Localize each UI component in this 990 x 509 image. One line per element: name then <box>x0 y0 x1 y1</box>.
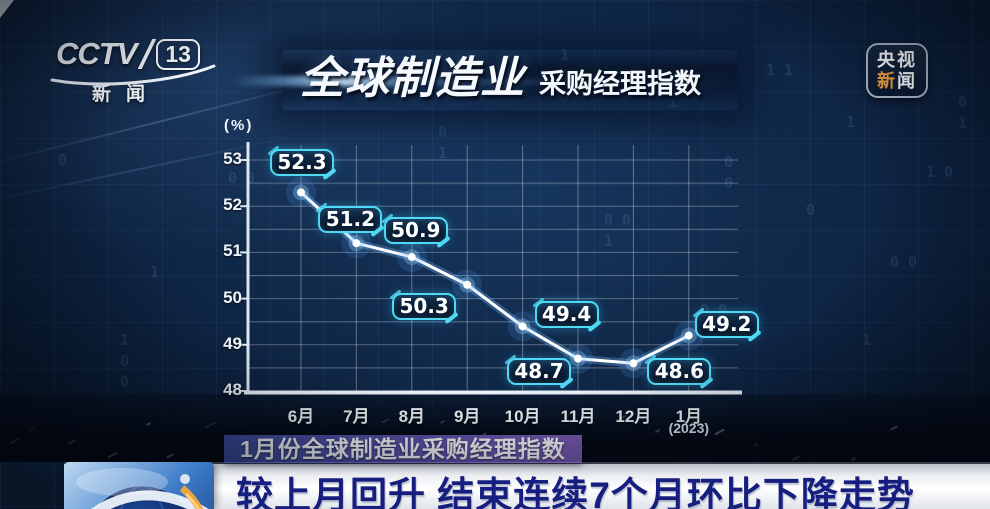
y-tick-label: 51 <box>223 241 242 261</box>
data-point-label: 48.7 <box>507 358 571 386</box>
x-tick-label: 6月 <box>287 407 315 426</box>
cctv13-logo: CCTV 13 新闻 <box>50 36 216 106</box>
data-point-label: 49.2 <box>694 311 759 339</box>
x-tick-label: 11月 <box>560 407 596 426</box>
y-tick-label: 49 <box>223 333 242 353</box>
globe-icon <box>64 462 214 509</box>
data-point-label: 50.9 <box>383 216 448 244</box>
ticker-bar: 较上月回升 结束连续7个月环比下降走势 <box>64 462 990 509</box>
y-tick-label: 50 <box>223 287 242 307</box>
y-tick-label: 48 <box>223 380 242 399</box>
y-tick-label: 52 <box>223 195 242 215</box>
y-axis-unit-label: (%) <box>224 117 254 134</box>
x-tick-label: 8月 <box>398 407 426 426</box>
x-tick-label: 7月 <box>343 407 370 426</box>
x-axis-year-note: (2023) <box>668 420 710 436</box>
data-point-label: 50.3 <box>392 293 457 321</box>
title-main: 全球制造业 <box>300 54 525 103</box>
data-point-label: 51.2 <box>318 205 383 233</box>
badge-line1: 央视 <box>877 49 917 70</box>
x-tick-label: 9月 <box>453 407 481 426</box>
title-sub: 采购经理指数 <box>539 69 701 99</box>
data-point-label: 48.6 <box>647 357 712 385</box>
ticker-headline: 较上月回升 结束连续7个月环比下降走势 <box>236 475 915 509</box>
y-tick-label: 53 <box>223 149 242 168</box>
corner-flag <box>0 0 14 18</box>
caption-text: 1月份全球制造业采购经理指数 <box>240 436 566 462</box>
cctv-news-badge: 央视 新闻 <box>866 43 928 98</box>
caption-bar: 1月份全球制造业采购经理指数 <box>224 435 582 463</box>
data-point-label: 52.3 <box>270 148 334 176</box>
page-title: 全球制造业 采购经理指数 <box>300 54 701 104</box>
badge-line2: 新闻 <box>877 70 917 91</box>
logo-swoosh-icon <box>50 64 216 86</box>
x-tick-label: 10月 <box>504 407 541 426</box>
globe-logo <box>64 462 214 509</box>
data-point-label: 49.4 <box>534 300 599 328</box>
